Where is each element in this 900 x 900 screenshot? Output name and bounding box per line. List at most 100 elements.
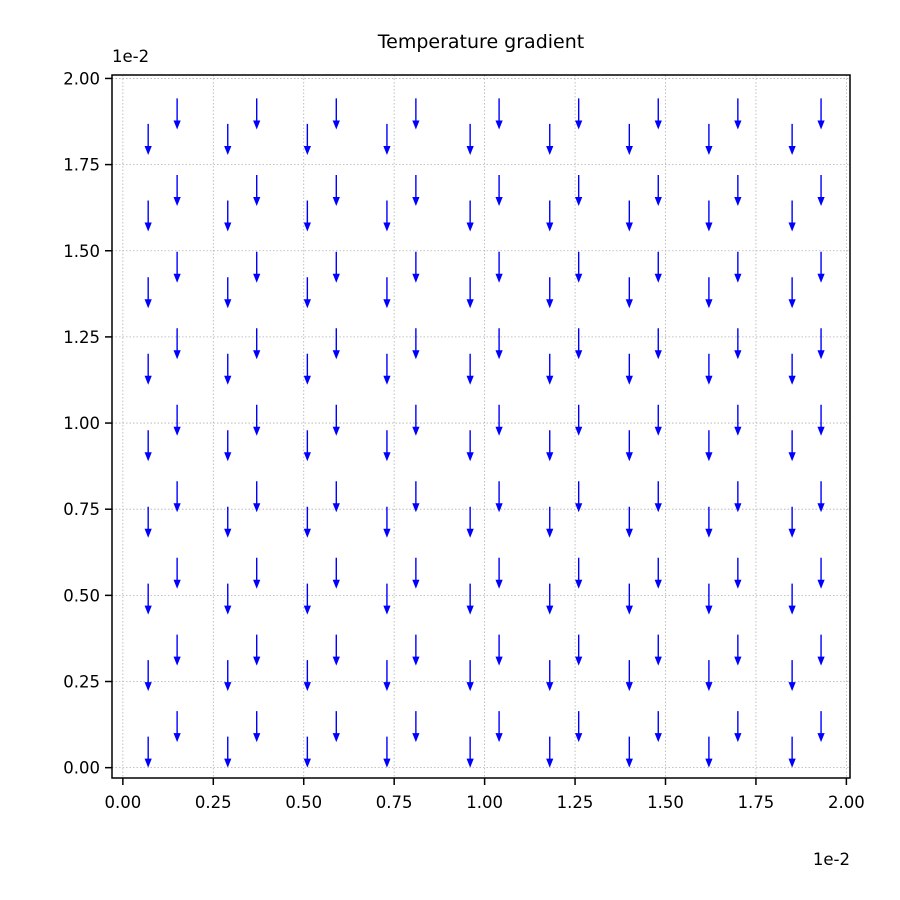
gradient-arrow (303, 736, 311, 768)
gradient-arrow (144, 660, 152, 692)
gradient-arrow (224, 660, 232, 692)
gradient-arrow (383, 660, 391, 692)
grid (112, 75, 850, 778)
gradient-arrow (253, 174, 261, 206)
gradient-arrow (253, 557, 261, 589)
gradient-arrow (412, 557, 420, 589)
gradient-arrow (495, 251, 503, 283)
gradient-arrow (575, 98, 583, 130)
gradient-arrow (654, 634, 662, 666)
gradient-arrow (654, 98, 662, 130)
gradient-arrow (705, 277, 713, 309)
y-axis: 0.00 0.25 0.50 0.75 1.00 1.25 1.50 1.75 2.00 (63, 69, 112, 778)
gradient-arrow (625, 506, 633, 538)
gradient-arrow (734, 557, 742, 589)
gradient-arrow (383, 277, 391, 309)
gradient-arrow (332, 481, 340, 513)
gradient-arrow (466, 736, 474, 768)
gradient-arrow (253, 634, 261, 666)
gradient-arrow (332, 557, 340, 589)
gradient-arrow (625, 736, 633, 768)
gradient-arrow (575, 251, 583, 283)
gradient-arrow (575, 711, 583, 743)
y-tick-label: 2.00 (63, 69, 100, 88)
gradient-arrow (253, 404, 261, 436)
gradient-arrow (495, 174, 503, 206)
gradient-arrow (575, 634, 583, 666)
gradient-arrow (224, 277, 232, 309)
gradient-arrow (654, 404, 662, 436)
gradient-arrow (817, 711, 825, 743)
gradient-arrow (788, 353, 796, 385)
gradient-arrow (546, 277, 554, 309)
gradient-arrow (654, 251, 662, 283)
gradient-arrow (546, 200, 554, 232)
gradient-arrow (546, 583, 554, 615)
gradient-arrow (625, 123, 633, 155)
gradient-arrow (144, 430, 152, 462)
gradient-arrow (253, 98, 261, 130)
x-tick-label: 1.75 (738, 793, 775, 812)
gradient-arrow (173, 634, 181, 666)
gradient-arrow (495, 634, 503, 666)
gradient-arrow (495, 328, 503, 360)
gradient-arrow (253, 711, 261, 743)
gradient-arrow (173, 557, 181, 589)
x-tick-label: 1.50 (647, 793, 684, 812)
gradient-arrow (546, 506, 554, 538)
x-tick-label: 0.50 (285, 793, 322, 812)
gradient-arrow (734, 328, 742, 360)
gradient-arrow (788, 123, 796, 155)
gradient-arrow (734, 711, 742, 743)
gradient-arrow (303, 200, 311, 232)
x-axis: 0.00 0.25 0.50 0.75 1.00 1.25 1.50 1.75 2.00 (104, 778, 865, 812)
x-tick-label: 0.75 (376, 793, 413, 812)
gradient-arrow (383, 430, 391, 462)
y-tick-label: 0.25 (63, 673, 100, 692)
gradient-arrow (817, 251, 825, 283)
x-tick-label: 0.00 (104, 793, 141, 812)
gradient-arrow (734, 251, 742, 283)
gradient-arrow (817, 98, 825, 130)
gradient-arrow (495, 557, 503, 589)
gradient-arrow (383, 736, 391, 768)
gradient-arrow (788, 430, 796, 462)
gradient-arrow (575, 557, 583, 589)
gradient-arrow (466, 583, 474, 615)
gradient-arrow (466, 277, 474, 309)
gradient-arrow (546, 736, 554, 768)
gradient-arrow (224, 583, 232, 615)
gradient-arrow (466, 123, 474, 155)
gradient-arrow (383, 200, 391, 232)
gradient-arrow (173, 98, 181, 130)
gradient-arrow (654, 481, 662, 513)
gradient-arrow (705, 353, 713, 385)
gradient-arrow (173, 328, 181, 360)
y-axis-offset-text: 1e-2 (112, 47, 149, 66)
gradient-arrow (303, 506, 311, 538)
gradient-arrow (705, 506, 713, 538)
gradient-arrow (625, 660, 633, 692)
gradient-arrow (625, 430, 633, 462)
y-tick-label: 1.75 (63, 156, 100, 175)
gradient-arrow (495, 98, 503, 130)
gradient-arrow (546, 660, 554, 692)
gradient-arrow (412, 98, 420, 130)
gradient-arrow (332, 251, 340, 283)
gradient-arrow (705, 736, 713, 768)
gradient-arrow (412, 711, 420, 743)
gradient-arrow (173, 404, 181, 436)
gradient-arrow (224, 123, 232, 155)
gradient-arrow (173, 251, 181, 283)
gradient-arrow (412, 251, 420, 283)
gradient-arrow (788, 277, 796, 309)
gradient-arrow (224, 430, 232, 462)
gradient-arrow (705, 123, 713, 155)
x-tick-label: 0.25 (195, 793, 232, 812)
gradient-arrow (332, 404, 340, 436)
gradient-arrow (705, 200, 713, 232)
gradient-arrow (466, 430, 474, 462)
gradient-arrow (224, 506, 232, 538)
gradient-arrow (144, 353, 152, 385)
gradient-arrow (224, 353, 232, 385)
